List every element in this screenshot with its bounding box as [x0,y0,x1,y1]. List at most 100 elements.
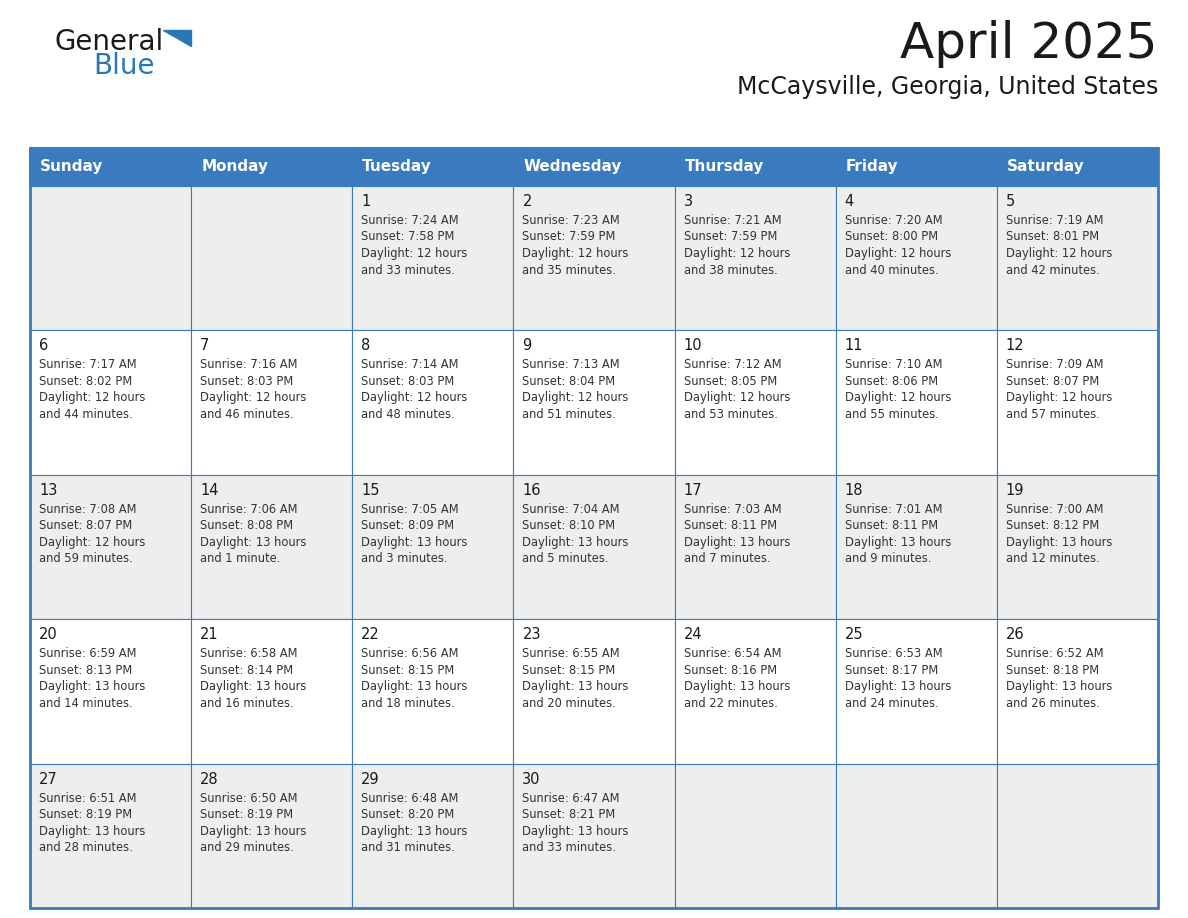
Text: Sunrise: 6:59 AM: Sunrise: 6:59 AM [39,647,137,660]
Text: Sunset: 8:00 PM: Sunset: 8:00 PM [845,230,937,243]
Bar [997,186,1158,330]
Text: and 29 minutes.: and 29 minutes. [200,841,293,854]
Text: 12: 12 [1006,339,1024,353]
Text: Daylight: 12 hours: Daylight: 12 hours [1006,247,1112,260]
Text: 22: 22 [361,627,380,643]
Text: Daylight: 13 hours: Daylight: 13 hours [523,824,628,837]
Text: and 42 minutes.: and 42 minutes. [1006,263,1100,276]
Text: Daylight: 12 hours: Daylight: 12 hours [845,247,952,260]
Bar [30,475,191,620]
Text: Sunset: 8:15 PM: Sunset: 8:15 PM [523,664,615,677]
Text: and 46 minutes.: and 46 minutes. [200,408,293,420]
Text: Sunset: 8:05 PM: Sunset: 8:05 PM [683,375,777,388]
Bar [513,148,675,186]
Text: and 28 minutes.: and 28 minutes. [39,841,133,854]
Bar [353,475,513,620]
Text: Sunset: 8:03 PM: Sunset: 8:03 PM [361,375,455,388]
Bar [997,148,1158,186]
Text: Sunrise: 6:53 AM: Sunrise: 6:53 AM [845,647,942,660]
Text: Daylight: 13 hours: Daylight: 13 hours [200,680,307,693]
Text: Sunset: 8:16 PM: Sunset: 8:16 PM [683,664,777,677]
Text: and 33 minutes.: and 33 minutes. [361,263,455,276]
Bar [835,620,997,764]
Bar [353,764,513,908]
Text: 1: 1 [361,194,371,209]
Text: Sunset: 8:07 PM: Sunset: 8:07 PM [39,520,132,532]
Text: Daylight: 12 hours: Daylight: 12 hours [845,391,952,405]
Text: Wednesday: Wednesday [524,160,621,174]
Polygon shape [163,30,191,46]
Text: and 38 minutes.: and 38 minutes. [683,263,777,276]
Bar [997,475,1158,620]
Text: and 48 minutes.: and 48 minutes. [361,408,455,420]
Text: Sunrise: 7:00 AM: Sunrise: 7:00 AM [1006,503,1104,516]
Text: Monday: Monday [201,160,268,174]
Bar [675,330,835,475]
Text: Sunday: Sunday [40,160,103,174]
Text: 3: 3 [683,194,693,209]
Bar [191,148,353,186]
Text: Friday: Friday [846,160,898,174]
Text: 4: 4 [845,194,854,209]
Bar [675,475,835,620]
Text: Sunrise: 6:51 AM: Sunrise: 6:51 AM [39,791,137,804]
Text: Daylight: 13 hours: Daylight: 13 hours [1006,680,1112,693]
Text: and 24 minutes.: and 24 minutes. [845,697,939,710]
Text: Sunset: 8:07 PM: Sunset: 8:07 PM [1006,375,1099,388]
Text: 21: 21 [200,627,219,643]
Bar [675,620,835,764]
Bar [997,764,1158,908]
Text: and 16 minutes.: and 16 minutes. [200,697,293,710]
Text: Sunset: 8:19 PM: Sunset: 8:19 PM [200,808,293,821]
Text: Sunrise: 7:16 AM: Sunrise: 7:16 AM [200,358,298,372]
Text: Sunrise: 7:10 AM: Sunrise: 7:10 AM [845,358,942,372]
Text: Sunrise: 7:03 AM: Sunrise: 7:03 AM [683,503,782,516]
Text: and 31 minutes.: and 31 minutes. [361,841,455,854]
Text: 19: 19 [1006,483,1024,498]
Text: Sunrise: 6:58 AM: Sunrise: 6:58 AM [200,647,298,660]
Text: and 20 minutes.: and 20 minutes. [523,697,617,710]
Text: Daylight: 13 hours: Daylight: 13 hours [1006,536,1112,549]
Text: Sunset: 8:11 PM: Sunset: 8:11 PM [683,520,777,532]
Bar [191,475,353,620]
Text: 2: 2 [523,194,532,209]
Text: Sunrise: 7:09 AM: Sunrise: 7:09 AM [1006,358,1104,372]
Bar [513,475,675,620]
Text: Sunset: 8:18 PM: Sunset: 8:18 PM [1006,664,1099,677]
Bar [675,186,835,330]
Text: 16: 16 [523,483,541,498]
Text: McCaysville, Georgia, United States: McCaysville, Georgia, United States [737,75,1158,99]
Text: Blue: Blue [93,52,154,80]
Text: and 3 minutes.: and 3 minutes. [361,553,448,565]
Text: and 9 minutes.: and 9 minutes. [845,553,931,565]
Text: 8: 8 [361,339,371,353]
Bar [835,148,997,186]
Text: 27: 27 [39,772,58,787]
Text: Sunset: 8:17 PM: Sunset: 8:17 PM [845,664,939,677]
Text: Sunrise: 7:12 AM: Sunrise: 7:12 AM [683,358,782,372]
Text: 6: 6 [39,339,49,353]
Text: Daylight: 12 hours: Daylight: 12 hours [39,391,145,405]
Text: and 14 minutes.: and 14 minutes. [39,697,133,710]
Text: Sunset: 8:13 PM: Sunset: 8:13 PM [39,664,132,677]
Text: Sunset: 8:19 PM: Sunset: 8:19 PM [39,808,132,821]
Text: Daylight: 12 hours: Daylight: 12 hours [683,247,790,260]
Bar [997,620,1158,764]
Text: Sunrise: 7:05 AM: Sunrise: 7:05 AM [361,503,459,516]
Text: 17: 17 [683,483,702,498]
Text: Daylight: 12 hours: Daylight: 12 hours [523,391,628,405]
Text: Sunset: 8:02 PM: Sunset: 8:02 PM [39,375,132,388]
Text: Sunrise: 7:01 AM: Sunrise: 7:01 AM [845,503,942,516]
Text: 14: 14 [200,483,219,498]
Text: Daylight: 12 hours: Daylight: 12 hours [200,391,307,405]
Text: Daylight: 13 hours: Daylight: 13 hours [361,824,468,837]
Text: Daylight: 12 hours: Daylight: 12 hours [683,391,790,405]
Text: Daylight: 13 hours: Daylight: 13 hours [200,824,307,837]
Bar [30,148,1158,908]
Text: 9: 9 [523,339,532,353]
Bar [835,330,997,475]
Text: Sunrise: 6:56 AM: Sunrise: 6:56 AM [361,647,459,660]
Text: and 44 minutes.: and 44 minutes. [39,408,133,420]
Bar [191,764,353,908]
Text: Daylight: 12 hours: Daylight: 12 hours [39,536,145,549]
